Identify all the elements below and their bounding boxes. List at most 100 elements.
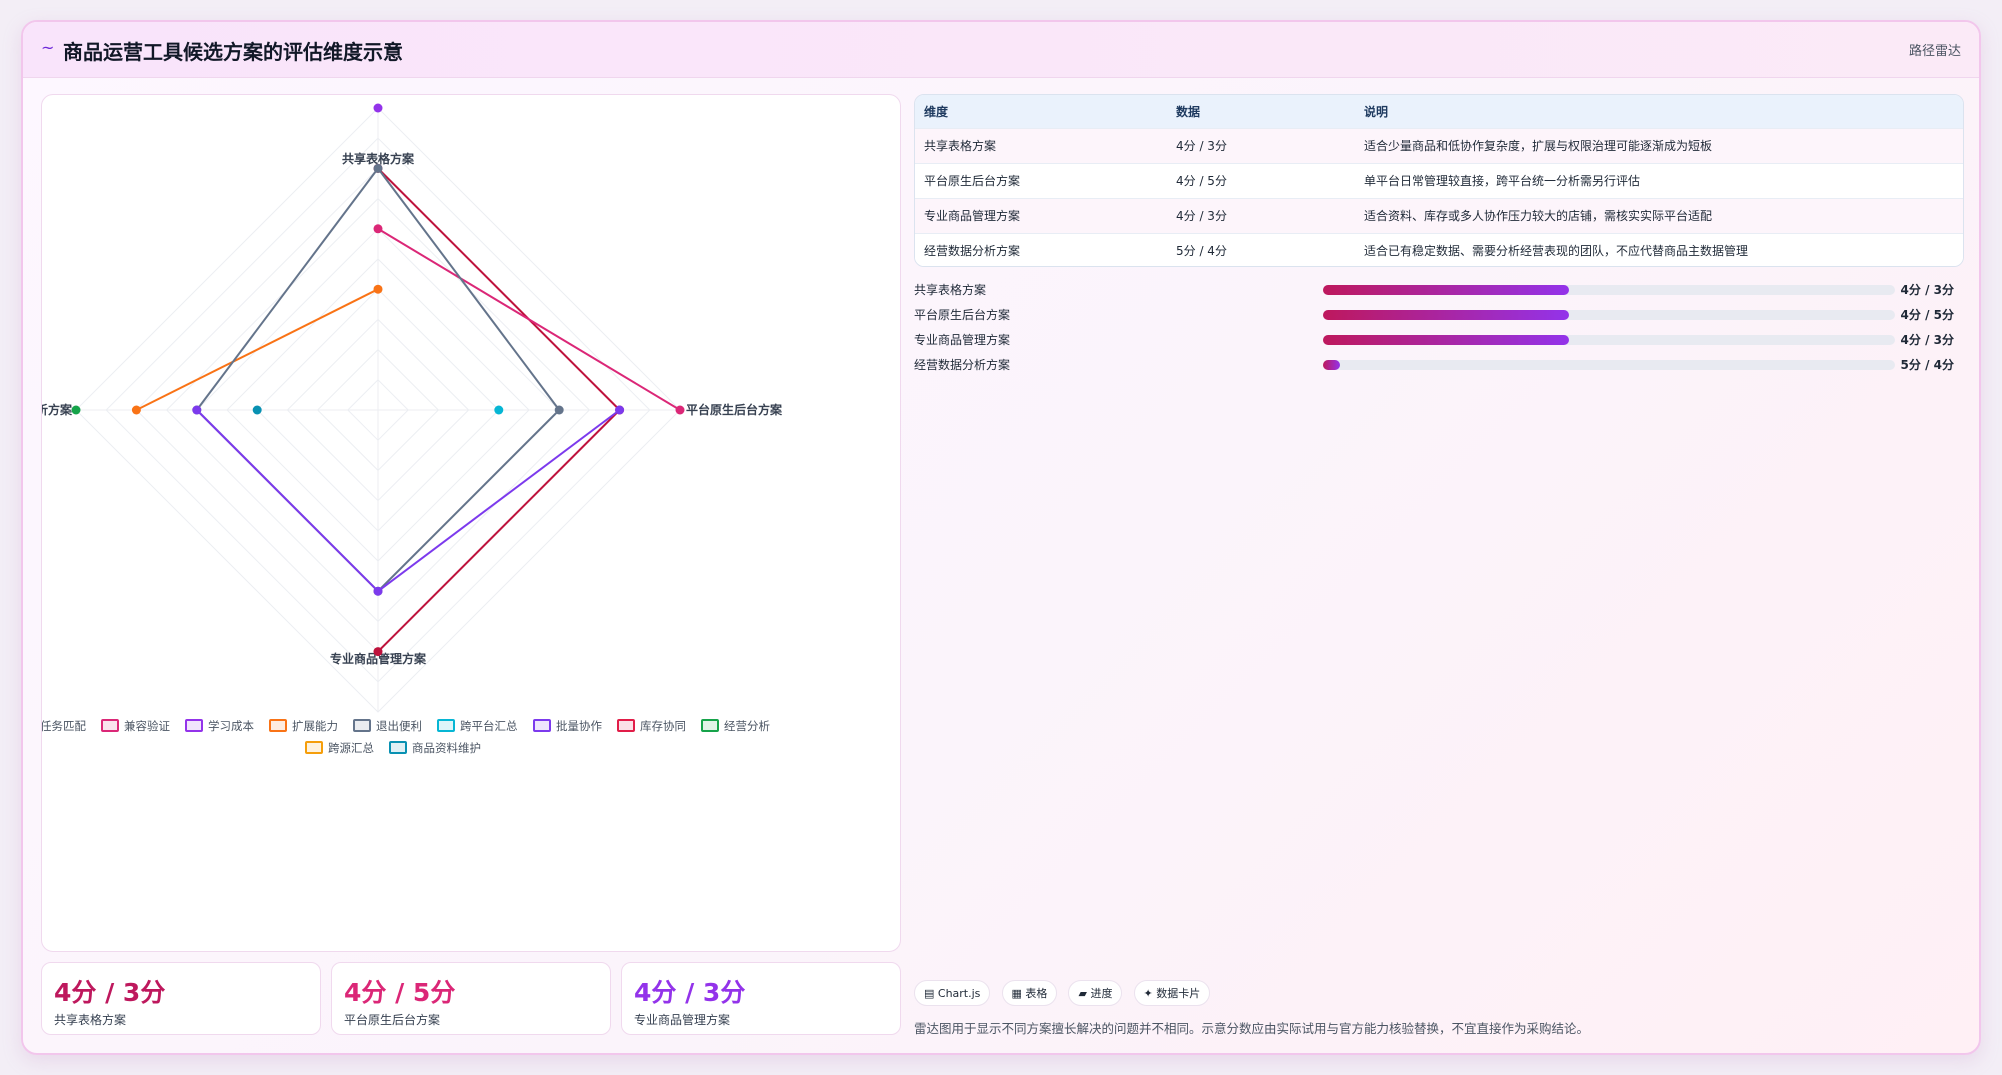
- progress-row: 专业商品管理方案 4分 / 3分: [914, 328, 1964, 353]
- radar-point: [373, 163, 383, 173]
- metric-card-1: 4分 / 3分 共享表格方案: [41, 962, 321, 1035]
- radar-point: [373, 103, 383, 113]
- table-header-row: 维度 数据 说明: [915, 95, 1963, 128]
- radar-point: [131, 405, 141, 415]
- table-cell: 共享表格方案: [915, 127, 1167, 163]
- legend-label: 退出便利: [376, 719, 422, 733]
- header: ~ 商品运营工具候选方案的评估维度示意 路径雷达: [23, 22, 1979, 78]
- tech-chips: ▤ Chart.js ▦ 表格 ▰ 进度 ✦ 数据卡片: [914, 980, 1216, 1006]
- table-cell: 4分 / 5分: [1167, 162, 1355, 198]
- metric-label: 专业商品管理方案: [634, 1013, 731, 1027]
- progress-label: 共享表格方案: [914, 283, 987, 297]
- progress-row: 共享表格方案 4分 / 3分: [914, 278, 1964, 303]
- progress-fill: [1323, 310, 1569, 320]
- table-cell: 经营数据分析方案: [915, 232, 1167, 266]
- progress-value: 5分 / 4分: [1900, 358, 1954, 372]
- progress-label: 平台原生后台方案: [914, 308, 1011, 322]
- legend-swatch: [269, 719, 287, 732]
- radar-point: [675, 405, 685, 415]
- legend-swatch: [101, 719, 119, 732]
- progress-label: 专业商品管理方案: [914, 333, 1011, 347]
- radar-series-line: [135, 288, 379, 411]
- metric-value: 4分 / 3分: [634, 978, 746, 1007]
- table-header: 维度: [915, 95, 1167, 128]
- legend-swatch: [617, 719, 635, 732]
- header-badge: 路径雷达: [1908, 44, 1961, 59]
- table-row: 专业商品管理方案 4分 / 3分 适合资料、库存或多人协作压力较大的店铺，需核实…: [915, 197, 1963, 233]
- radar-point: [71, 405, 81, 415]
- radar-series-line: [377, 167, 561, 411]
- progress-list: 共享表格方案 4分 / 3分 平台原生后台方案 4分 / 5分 专业商品管理方案…: [914, 278, 1964, 378]
- chip-table[interactable]: ▦ 表格: [1001, 980, 1058, 1006]
- progress-label: 经营数据分析方案: [914, 358, 1011, 372]
- legend-label: 任务匹配: [42, 719, 86, 733]
- table-header: 数据: [1167, 95, 1355, 128]
- radar-point: [373, 284, 383, 294]
- table-cell: 适合已有稳定数据、需要分析经营表现的团队，不应代替商品主数据管理: [1355, 232, 1963, 266]
- progress-fill: [1323, 285, 1569, 295]
- progress-track: [1323, 335, 1895, 345]
- progress-value: 4分 / 3分: [1900, 283, 1954, 297]
- radar-series-line: [377, 409, 621, 593]
- legend-label: 跨源汇总: [328, 741, 374, 755]
- table-cell: 适合少量商品和低协作复杂度，扩展与权限治理可能逐渐成为短板: [1355, 127, 1963, 163]
- progress-row: 平台原生后台方案 4分 / 5分: [914, 303, 1964, 328]
- metric-value: 4分 / 5分: [344, 978, 456, 1007]
- radar-series-line: [377, 167, 621, 411]
- progress-value: 4分 / 3分: [1900, 333, 1954, 347]
- metric-label: 平台原生后台方案: [344, 1013, 441, 1027]
- radar-axis-label: 平台原生后台方案: [686, 402, 783, 417]
- footnote: 雷达图用于显示不同方案擅长解决的问题并不相同。示意分数应由实际试用与官方能力核验…: [914, 1021, 1590, 1036]
- legend-label: 库存协同: [640, 719, 686, 733]
- chip-progress[interactable]: ▰ 进度: [1068, 980, 1123, 1006]
- radar-series-line: [196, 409, 379, 592]
- radar-point: [252, 405, 262, 415]
- table-row: 平台原生后台方案 4分 / 5分 单平台日常管理较直接，跨平台统一分析需另行评估: [915, 162, 1963, 198]
- radar-point: [494, 405, 504, 415]
- progress-fill: [1323, 360, 1341, 370]
- table-cell: 单平台日常管理较直接，跨平台统一分析需另行评估: [1355, 162, 1963, 198]
- chip-chartjs[interactable]: ▤ Chart.js: [914, 980, 991, 1006]
- legend-label: 扩展能力: [292, 719, 338, 733]
- metric-label: 共享表格方案: [54, 1013, 127, 1027]
- table-header: 说明: [1355, 95, 1963, 128]
- table-row: 经营数据分析方案 5分 / 4分 适合已有稳定数据、需要分析经营表现的团队，不应…: [915, 232, 1963, 266]
- legend-swatch: [305, 741, 323, 754]
- legend-swatch: [353, 719, 371, 732]
- chip-data-card[interactable]: ✦ 数据卡片: [1133, 980, 1211, 1006]
- legend-label: 商品资料维护: [412, 741, 481, 755]
- table-row: 共享表格方案 4分 / 3分 适合少量商品和低协作复杂度，扩展与权限治理可能逐渐…: [915, 127, 1963, 163]
- progress-track: [1323, 285, 1895, 295]
- radar-point: [192, 405, 202, 415]
- table-cell: 5分 / 4分: [1167, 232, 1355, 266]
- table-cell: 4分 / 3分: [1167, 197, 1355, 233]
- page-title: 商品运营工具候选方案的评估维度示意: [63, 40, 403, 64]
- progress-track: [1323, 360, 1895, 370]
- wave-icon: ~: [41, 38, 55, 57]
- progress-track: [1323, 310, 1895, 320]
- progress-fill: [1323, 335, 1569, 345]
- metric-card-3: 4分 / 3分 专业商品管理方案: [621, 962, 901, 1035]
- dashboard-frame: ~ 商品运营工具候选方案的评估维度示意 路径雷达 共享表格方案 平台原生后台方案专…: [21, 20, 1981, 1055]
- radar-point: [554, 405, 564, 415]
- radar-series-line: [196, 167, 379, 411]
- legend-swatch: [533, 719, 551, 732]
- legend-swatch: [389, 741, 407, 754]
- table-cell: 4分 / 3分: [1167, 127, 1355, 163]
- radar-point: [373, 224, 383, 234]
- data-table-card: 维度 数据 说明 共享表格方案 4分 / 3分 适合少量商品和低协作复杂度，扩展…: [914, 94, 1964, 267]
- table-cell: 适合资料、库存或多人协作压力较大的店铺，需核实实际平台适配: [1355, 197, 1963, 233]
- data-table: 维度 数据 说明 共享表格方案 4分 / 3分 适合少量商品和低协作复杂度，扩展…: [915, 95, 1963, 266]
- radar-axis-label: 共享表格方案: [342, 151, 415, 166]
- radar-axis-label: 经营数据分析方案: [42, 402, 73, 417]
- metric-card-2: 4分 / 5分 平台原生后台方案: [331, 962, 611, 1035]
- legend-swatch: [185, 719, 203, 732]
- radar-axis-label: 专业商品管理方案: [330, 651, 427, 666]
- radar-point: [373, 647, 383, 657]
- radar-series-line: [377, 227, 681, 411]
- table-cell: 平台原生后台方案: [915, 162, 1167, 198]
- progress-row: 经营数据分析方案 5分 / 4分: [914, 353, 1964, 378]
- legend-label: 经营分析: [724, 719, 770, 733]
